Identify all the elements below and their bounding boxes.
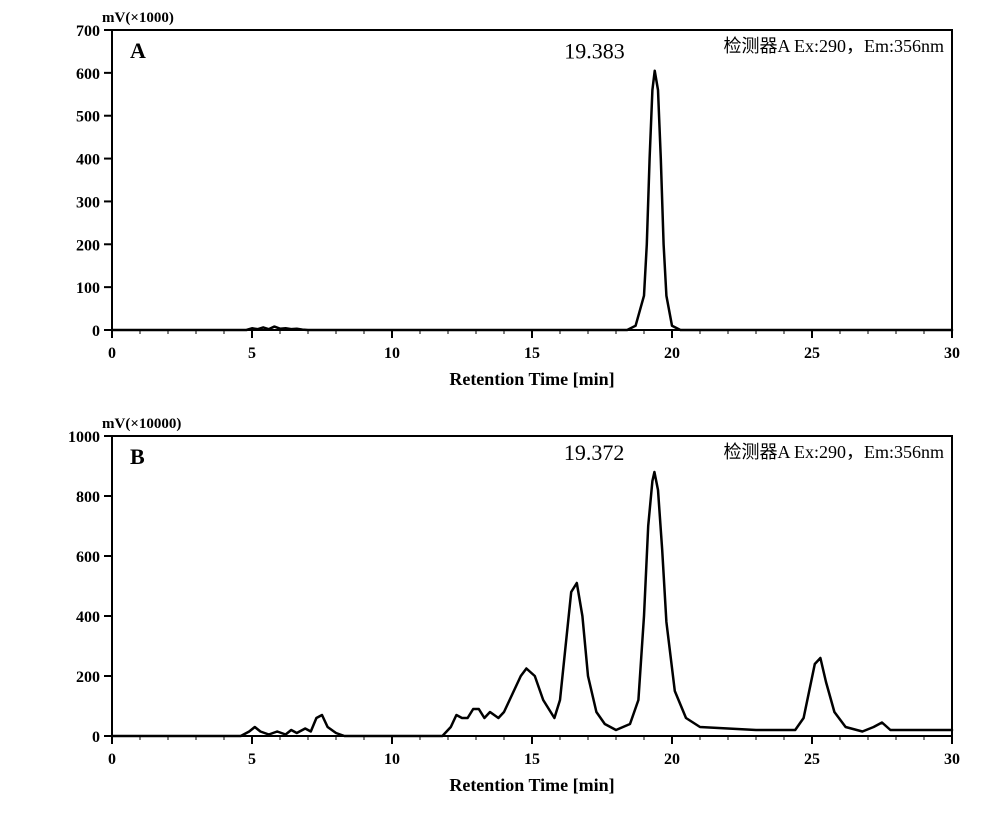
svg-text:25: 25 [804, 751, 820, 768]
svg-text:0: 0 [92, 729, 100, 746]
svg-text:15: 15 [524, 345, 540, 362]
svg-text:200: 200 [76, 237, 100, 254]
svg-text:10: 10 [384, 345, 400, 362]
svg-text:400: 400 [76, 152, 100, 169]
panel-a: 0510152025300100200300400500600700mV(×10… [40, 0, 960, 400]
svg-text:20: 20 [664, 345, 680, 362]
svg-text:5: 5 [248, 751, 256, 768]
svg-text:25: 25 [804, 345, 820, 362]
y-unit-label: mV(×10000) [102, 416, 181, 432]
svg-text:600: 600 [76, 549, 100, 566]
detector-label: 检测器A Ex:290，Em:356nm [724, 442, 945, 462]
panel-b: 0 5 10 15 20 25 30 0 200 400 600 800 1000mV(×10000) B… [40, 406, 960, 806]
svg-text:20: 20 [664, 751, 680, 768]
chromatogram-trace [112, 472, 952, 736]
panel-b-svg: 0 5 10 15 20 25 30 0 200 400 600 800 1000mV(×10000) B… [40, 406, 960, 806]
panel-label: B [130, 444, 145, 469]
x-axis-label: Retention Time [min] [449, 775, 614, 795]
chromatogram-trace [112, 71, 952, 330]
svg-text:200: 200 [76, 669, 100, 686]
svg-text:700: 700 [76, 23, 100, 40]
svg-text:10: 10 [384, 751, 400, 768]
panel-label: A [130, 38, 146, 63]
svg-text:15: 15 [524, 751, 540, 768]
svg-text:500: 500 [76, 109, 100, 126]
y-unit-label: mV(×1000) [102, 10, 174, 26]
svg-text:0: 0 [108, 345, 116, 362]
panel-a-svg: 0510152025300100200300400500600700mV(×10… [40, 0, 960, 400]
svg-text:600: 600 [76, 66, 100, 83]
svg-text:30: 30 [944, 751, 960, 768]
detector-label: 检测器A Ex:290，Em:356nm [724, 36, 945, 56]
svg-text:400: 400 [76, 609, 100, 626]
svg-text:1000: 1000 [68, 429, 100, 446]
svg-text:0: 0 [92, 323, 100, 340]
peak-label: 19.383 [564, 39, 625, 64]
svg-text:5: 5 [248, 345, 256, 362]
svg-text:300: 300 [76, 194, 100, 211]
x-axis-label: Retention Time [min] [449, 369, 614, 389]
svg-text:800: 800 [76, 489, 100, 506]
peak-label: 19.372 [564, 440, 625, 465]
chromatogram-figure: 0510152025300100200300400500600700mV(×10… [0, 0, 1000, 813]
svg-text:0: 0 [108, 751, 116, 768]
svg-text:100: 100 [76, 280, 100, 297]
svg-text:30: 30 [944, 345, 960, 362]
